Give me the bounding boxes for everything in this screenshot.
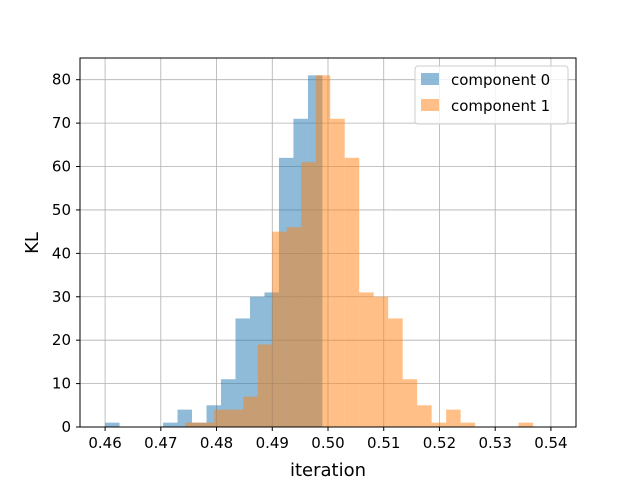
y-tick-label: 40 bbox=[52, 244, 71, 262]
histogram-bar bbox=[243, 396, 258, 427]
x-tick-label: 0.48 bbox=[200, 434, 233, 452]
legend-swatch bbox=[421, 99, 439, 111]
histogram-bar bbox=[228, 409, 244, 427]
histogram-bar bbox=[388, 318, 403, 427]
legend-label: component 0 bbox=[451, 71, 550, 89]
x-tick-label: 0.49 bbox=[256, 434, 289, 452]
histogram-bar bbox=[402, 379, 418, 427]
series-1-bars bbox=[185, 75, 534, 428]
x-tick-label: 0.51 bbox=[367, 434, 400, 452]
histogram-bar bbox=[330, 118, 345, 427]
x-tick-label: 0.46 bbox=[88, 434, 121, 452]
histogram-bars bbox=[105, 75, 534, 428]
histogram-bar bbox=[518, 422, 534, 427]
histogram-bar bbox=[301, 162, 316, 427]
histogram-bar bbox=[344, 157, 360, 428]
y-tick-label: 30 bbox=[52, 288, 71, 306]
x-tick-label: 0.52 bbox=[423, 434, 456, 452]
histogram-bar bbox=[460, 422, 476, 427]
histogram-bar bbox=[185, 422, 200, 427]
x-tick-label: 0.47 bbox=[144, 434, 177, 452]
y-tick-label: 20 bbox=[52, 331, 71, 349]
histogram-bar bbox=[431, 422, 447, 427]
y-tick-label: 10 bbox=[52, 375, 71, 393]
histogram-bar bbox=[272, 231, 287, 427]
x-tick-label: 0.50 bbox=[311, 434, 344, 452]
histogram-bar bbox=[359, 292, 374, 427]
y-tick-label: 70 bbox=[52, 114, 71, 132]
legend: component 0 component 1 bbox=[414, 65, 569, 125]
histogram-bar bbox=[163, 422, 178, 427]
legend-box bbox=[414, 65, 569, 125]
histogram-bar bbox=[286, 227, 302, 427]
axis-ticks: 0.46 0.47 0.48 0.49 0.50 0.51 0.52 0.53 0.54 0 10 2… bbox=[52, 71, 568, 452]
histogram-bar bbox=[105, 422, 120, 427]
histogram-bar bbox=[417, 405, 432, 427]
histogram-bar bbox=[257, 344, 273, 427]
histogram-bar bbox=[446, 409, 461, 427]
histogram-bar bbox=[199, 422, 215, 427]
y-tick-label: 50 bbox=[52, 201, 71, 219]
x-tick-label: 0.53 bbox=[478, 434, 511, 452]
histogram-bar bbox=[214, 409, 229, 427]
x-tick-label: 0.54 bbox=[534, 434, 567, 452]
y-tick-label: 60 bbox=[52, 158, 71, 176]
x-axis-label: iteration bbox=[290, 460, 366, 480]
y-tick-label: 80 bbox=[52, 71, 71, 89]
y-tick-label: 0 bbox=[61, 418, 71, 436]
legend-label: component 1 bbox=[451, 97, 550, 115]
histogram-bar bbox=[373, 296, 389, 427]
y-axis-label: KL bbox=[22, 232, 43, 254]
histogram-bar bbox=[315, 75, 331, 427]
legend-swatch bbox=[421, 73, 439, 85]
